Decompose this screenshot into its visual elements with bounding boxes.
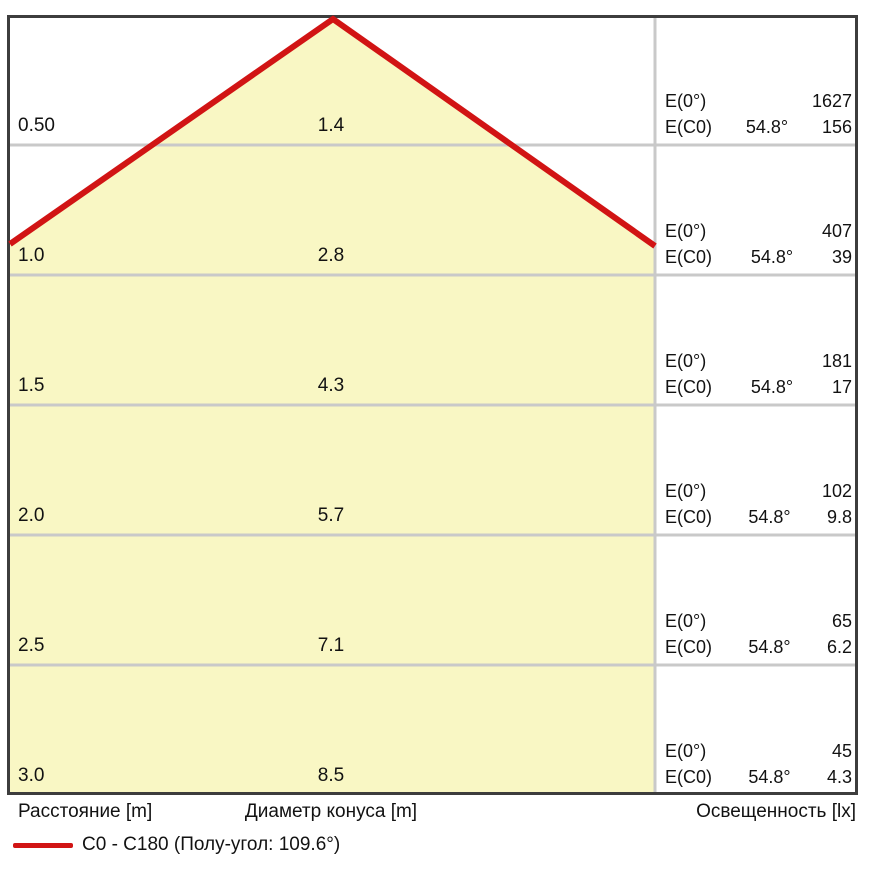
distance-value: 2.5: [18, 635, 45, 656]
ec0-label: E(C0): [665, 767, 713, 787]
table-border: [7, 15, 858, 795]
distance-value: 1.5: [18, 375, 45, 396]
legend-label: C0 - C180 (Полу-угол: 109.6°): [82, 834, 341, 855]
ec0-label: E(C0): [665, 117, 713, 137]
e0-value: 1627: [811, 91, 852, 111]
cone-diameter-value: 1.4: [317, 115, 345, 136]
half-angle-value: 54.8°: [748, 507, 791, 527]
e0-line: E(0°) 1627: [665, 88, 852, 114]
illuminance-values: E(0°) 1627 E(C0) 54.8° 156: [665, 88, 852, 140]
e0-spacer: [706, 88, 812, 114]
diameter-axis-label: Диаметр конуса [m]: [244, 801, 418, 822]
half-angle-value: 54.8°: [750, 377, 794, 397]
beam-line: [8, 15, 657, 249]
e0-line: E(0°) 181: [665, 348, 852, 374]
distance-value: 3.0: [18, 765, 45, 786]
ec0-value: 156: [821, 117, 852, 137]
half-angle-value: 54.8°: [750, 247, 794, 267]
ec0-value: 9.8: [826, 507, 852, 527]
ec0-line: E(C0) 54.8° 4.3: [665, 764, 852, 790]
distance-axis-label: Расстояние [m]: [18, 801, 153, 822]
e0-line: E(0°) 102: [665, 478, 852, 504]
e0-label: E(0°): [665, 91, 707, 111]
distance-value: 2.0: [18, 505, 45, 526]
illuminance-values: E(0°) 407 E(C0) 54.8° 39: [665, 218, 852, 270]
ec0-label: E(C0): [665, 637, 713, 657]
e0-line: E(0°) 45: [665, 738, 852, 764]
half-angle-value: 54.8°: [745, 117, 789, 137]
half-angle-value: 54.8°: [748, 637, 791, 657]
ec0-line: E(C0) 54.8° 17: [665, 374, 852, 400]
beam-line-swatch: [13, 842, 73, 848]
e0-value: 181: [821, 351, 852, 371]
ec0-line: E(C0) 54.8° 6.2: [665, 634, 852, 660]
cone-diameter-value: 7.1: [317, 635, 345, 656]
distance-value: 1.0: [18, 245, 45, 266]
ec0-value: 39: [831, 247, 852, 267]
cone-diameter-value: 5.7: [317, 505, 345, 526]
ec0-value: 6.2: [826, 637, 852, 657]
ec0-value: 17: [831, 377, 852, 397]
cone-diameter-value: 2.8: [317, 245, 345, 266]
half-angle-value: 54.8°: [748, 767, 791, 787]
illuminance-values: E(0°) 181 E(C0) 54.8° 17: [665, 348, 852, 400]
e0-value: 45: [831, 741, 852, 761]
cone-diameter-value: 4.3: [317, 375, 345, 396]
e0-label: E(0°): [665, 741, 707, 761]
e0-spacer: [706, 348, 822, 374]
illuminance-values: E(0°) 45 E(C0) 54.8° 4.3: [665, 738, 852, 790]
cone-chart-canvas: [7, 15, 858, 795]
e0-value: 102: [821, 481, 852, 501]
table-row: 1.0 2.8 E(0°) 407 E(C0) 54.8° 39: [7, 145, 858, 275]
ec0-value: 4.3: [826, 767, 852, 787]
table-row: 2.5 7.1 E(0°) 65 E(C0) 54.8° 6.2: [7, 535, 858, 665]
e0-spacer: [706, 738, 832, 764]
e0-line: E(0°) 65: [665, 608, 852, 634]
e0-spacer: [706, 478, 822, 504]
table-row: 3.0 8.5 E(0°) 45 E(C0) 54.8° 4.3: [7, 665, 858, 795]
e0-label: E(0°): [665, 351, 707, 371]
e0-value: 407: [821, 221, 852, 241]
table-row: 0.50 1.4 E(0°) 1627 E(C0) 54.8° 156: [7, 15, 858, 145]
ec0-label: E(C0): [665, 247, 713, 267]
ec0-label: E(C0): [665, 377, 713, 397]
table-row: 1.5 4.3 E(0°) 181 E(C0) 54.8° 17: [7, 275, 858, 405]
e0-spacer: [706, 218, 822, 244]
row-grid-lines: [9, 17, 856, 793]
ec0-line: E(C0) 54.8° 156: [665, 114, 852, 140]
e0-value: 65: [831, 611, 852, 631]
e0-label: E(0°): [665, 611, 707, 631]
ec0-line: E(C0) 54.8° 39: [665, 244, 852, 270]
ec0-line: E(C0) 54.8° 9.8: [665, 504, 852, 530]
illuminance-values: E(0°) 102 E(C0) 54.8° 9.8: [665, 478, 852, 530]
distance-value: 0.50: [18, 115, 55, 136]
e0-spacer: [706, 608, 832, 634]
table-row: 2.0 5.7 E(0°) 102 E(C0) 54.8° 9.8: [7, 405, 858, 535]
illuminance-values: E(0°) 65 E(C0) 54.8° 6.2: [665, 608, 852, 660]
illuminance-axis-label: Освещенность [lx]: [696, 801, 856, 822]
legend: C0 - C180 (Полу-угол: 109.6°): [13, 832, 340, 858]
e0-label: E(0°): [665, 481, 707, 501]
ec0-label: E(C0): [665, 507, 713, 527]
e0-label: E(0°): [665, 221, 707, 241]
cone-diameter-value: 8.5: [317, 765, 345, 786]
e0-line: E(0°) 407: [665, 218, 852, 244]
